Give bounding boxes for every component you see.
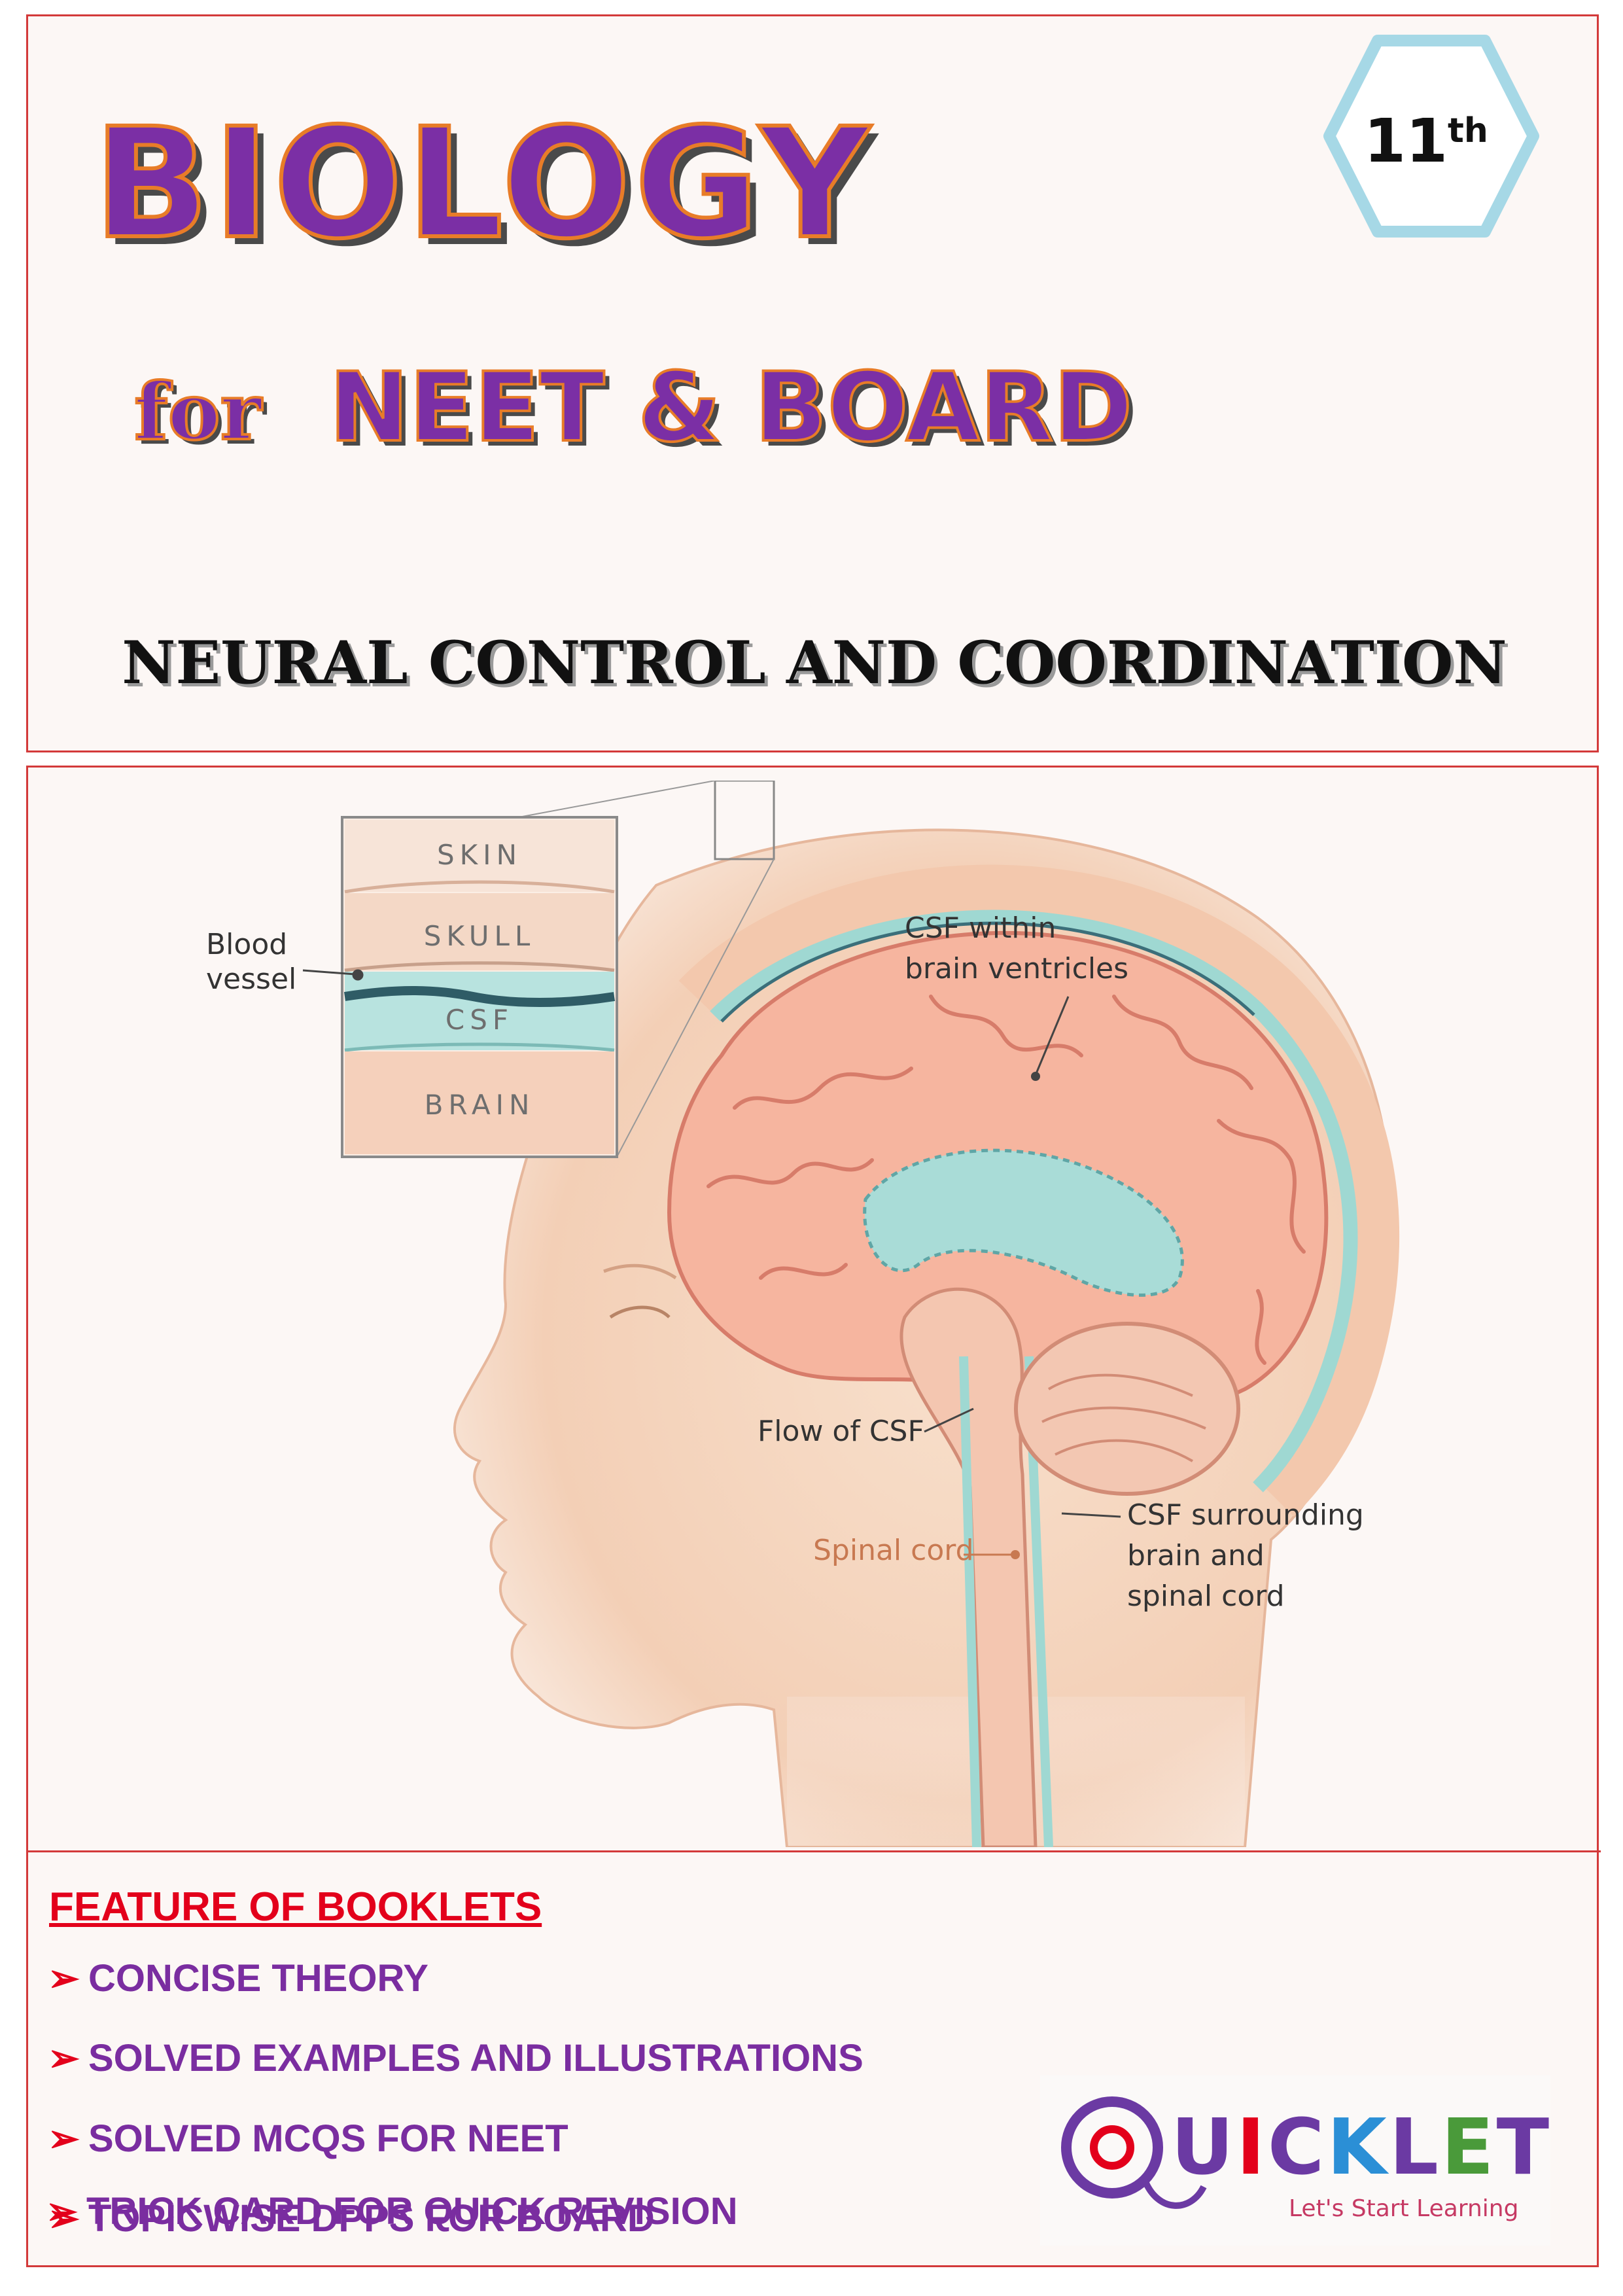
arrow-bullet-icon: ➢ [48, 2117, 80, 2160]
label-csf-surrounding-line2: brain and [1127, 1539, 1265, 1572]
grade-badge: 11th [1364, 111, 1488, 171]
grade-number: 11 [1364, 106, 1448, 176]
quicklet-logo-graphic: UICKLET Let's Start Learning [1061, 2096, 1550, 2222]
feature-label: SOLVED EXAMPLES AND ILLUSTRATIONS [88, 2037, 864, 2079]
label-spinal-cord: Spinal cord [813, 1534, 974, 1567]
label-csf: CSF [445, 1004, 514, 1036]
label-blood-line1: Blood [206, 928, 287, 961]
features-heading: FEATURE OF BOOKLETS [49, 1884, 542, 1930]
brain-ventricles [863, 1148, 1184, 1297]
feature-item: ➢ SOLVED MCQS FOR NEET [48, 2116, 568, 2161]
label-skull: SKULL [424, 920, 536, 952]
logo-brand: UICKLET [1171, 2102, 1550, 2192]
feature-label: CONCISE THEORY [88, 1957, 428, 2000]
inset-layers-diagram [341, 816, 618, 1158]
content-panel: SKIN SKULL CSF BRAIN Blood vessel CSF wi… [26, 766, 1601, 2269]
arrow-bullet-icon: ➢ [48, 1957, 80, 2000]
csf-layer [710, 910, 1358, 1492]
leader-dot-blood-vessel [352, 969, 364, 981]
feature-label: TOPICWISE DPPS FOR BOARD [88, 2197, 655, 2240]
skull-layer [678, 864, 1400, 1517]
label-csf-surrounding-line1: CSF surrounding [1127, 1498, 1364, 1532]
leader-flow-csf [924, 1407, 974, 1433]
leader-dot-spinal [1011, 1550, 1020, 1559]
label-blood-line2: vessel [206, 963, 296, 996]
label-flow-of-csf: Flow of CSF [758, 1415, 924, 1448]
eyebrow [603, 1263, 677, 1280]
chapter-title: NEURAL CONTROL AND COORDINATION [122, 628, 1507, 698]
feature-label: SOLVED MCQS FOR NEET [88, 2117, 568, 2160]
arrow-bullet-icon: ➢ [48, 2197, 80, 2240]
zoom-line-bottom [616, 858, 775, 1157]
eye [609, 1305, 671, 1319]
quicklet-logo: UICKLET Let's Start Learning [1040, 2075, 1550, 2246]
brain-csf-illustration: SKIN SKULL CSF BRAIN Blood vessel CSF wi… [206, 781, 1400, 1847]
feature-item: ➢ TOPICWISE DPPS FOR BOARD [48, 2196, 655, 2240]
logo-q-tail [1142, 2178, 1207, 2209]
label-brain: BRAIN [425, 1089, 535, 1121]
cerebellum-folds [1041, 1373, 1206, 1462]
arrow-bullet-icon: ➢ [46, 2190, 78, 2233]
leader-csf-ventricles [1034, 996, 1070, 1076]
leader-csf-surrounding [1061, 1512, 1121, 1518]
feature-label: TRICK CARD FOR QUICK REVISION [86, 2190, 738, 2233]
grade-hexagon-icon [1323, 35, 1539, 238]
subtitle-for: for [133, 366, 263, 458]
subtitle-exam: NEET & BOARD [328, 352, 1134, 463]
label-csf-ventricles-line1: CSF within [905, 911, 1056, 945]
brain-folds [707, 995, 1306, 1365]
logo-q-ring [1061, 2096, 1163, 2199]
zoom-line-top [518, 781, 716, 818]
book-title: BIOLOGY [92, 96, 874, 272]
label-csf-surrounding-line3: spinal cord [1127, 1580, 1285, 1613]
blood-vessel-line [720, 921, 1255, 1023]
logo-q-center [1090, 2125, 1134, 2170]
leader-dot-ventricles [1031, 1072, 1040, 1081]
feature-item: ➢ TRICK CARD FOR QUICK REVISION [46, 2189, 738, 2233]
label-skin: SKIN [437, 839, 522, 871]
arrow-bullet-icon: ➢ [48, 2037, 80, 2079]
grade-suffix: th [1448, 111, 1488, 150]
leader-blood-vessel [302, 969, 356, 976]
features-section: FEATURE OF BOOKLETS ➢ CONCISE THEORY ➢ SOL… [28, 1850, 1601, 2269]
feature-item: ➢ SOLVED EXAMPLES AND ILLUSTRATIONS [48, 2036, 864, 2080]
logo-tagline: Let's Start Learning [1289, 2195, 1518, 2222]
feature-item: ➢ CONCISE THEORY [48, 1956, 428, 2000]
zoom-region-box [714, 781, 775, 860]
label-csf-ventricles-line2: brain ventricles [905, 952, 1128, 985]
